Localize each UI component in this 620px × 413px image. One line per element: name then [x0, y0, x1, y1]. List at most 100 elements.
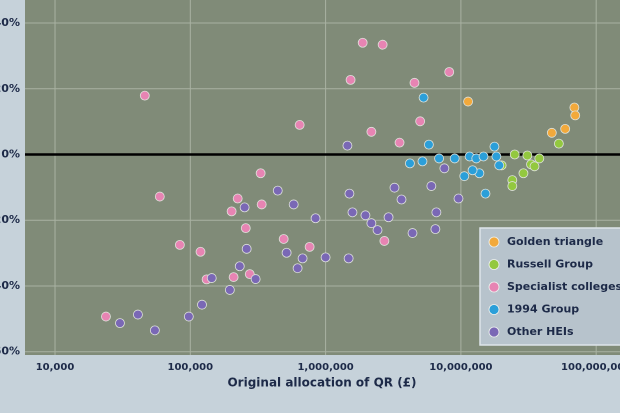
point	[407, 228, 418, 238]
point	[345, 74, 356, 85]
point	[224, 285, 235, 295]
point	[377, 39, 388, 50]
point	[394, 137, 405, 148]
point	[417, 156, 428, 167]
point	[139, 90, 150, 101]
point	[418, 92, 429, 103]
point	[320, 252, 331, 263]
legend-label: Specialist colleges	[507, 280, 620, 293]
point	[226, 206, 237, 217]
point	[529, 161, 540, 172]
y-tick-label: 40%	[0, 16, 20, 29]
point	[396, 194, 407, 205]
point	[560, 123, 571, 134]
point	[478, 151, 489, 162]
point	[366, 126, 377, 137]
point	[304, 241, 315, 252]
y-tick-label: -40%	[0, 279, 20, 292]
point	[149, 325, 160, 336]
point	[467, 165, 478, 176]
legend-marker	[488, 236, 500, 248]
x-axis-title: Original allocation of QR (£)	[227, 376, 416, 390]
point	[383, 212, 394, 223]
x-tick-label: 10,000	[36, 362, 75, 373]
point	[232, 193, 243, 204]
legend-label: 1994 Group	[507, 303, 579, 316]
point	[379, 236, 390, 246]
legend-marker	[488, 259, 500, 270]
point	[423, 139, 434, 150]
legend-marker	[488, 326, 500, 338]
y-tick-label: 20%	[0, 82, 20, 95]
point	[343, 253, 354, 264]
point	[415, 116, 426, 127]
point	[133, 309, 143, 320]
point	[518, 168, 529, 179]
point	[372, 225, 383, 235]
legend: Golden triangle Russell Group Specialist c…	[479, 227, 620, 346]
point	[360, 210, 371, 221]
point	[459, 171, 470, 182]
legend-marker	[488, 281, 500, 293]
legend-marker	[488, 304, 500, 315]
point	[256, 199, 267, 210]
point	[174, 239, 185, 250]
point	[570, 110, 581, 121]
legend-label: Other HEIs	[507, 325, 574, 338]
point	[206, 273, 217, 283]
point	[288, 199, 299, 210]
point	[444, 67, 455, 77]
point	[430, 224, 441, 235]
point	[480, 188, 491, 199]
point	[509, 149, 520, 160]
point	[281, 247, 292, 258]
point	[101, 311, 111, 322]
point	[357, 37, 368, 48]
point	[195, 246, 206, 257]
point	[366, 218, 377, 229]
point	[389, 182, 400, 193]
legend-label: Golden triangle	[507, 235, 603, 248]
point	[494, 160, 505, 171]
point	[491, 151, 502, 162]
point	[234, 261, 245, 272]
point	[553, 138, 564, 149]
point	[347, 207, 358, 218]
point	[522, 150, 533, 161]
point	[463, 96, 473, 107]
point	[255, 168, 266, 179]
x-tick-label: 10,000,000	[429, 362, 492, 373]
point	[272, 185, 283, 196]
point	[426, 181, 437, 191]
point	[439, 163, 450, 174]
legend-label: Russell Group	[507, 258, 593, 271]
point	[342, 140, 353, 151]
point	[310, 213, 321, 224]
point	[534, 153, 545, 164]
point	[228, 272, 239, 282]
point	[489, 141, 500, 152]
y-tick-label: 0%	[1, 147, 20, 160]
point	[278, 234, 289, 244]
x-tick-label: 100,000	[168, 362, 214, 373]
point	[405, 158, 415, 169]
x-tick-label: 100,000,000	[561, 362, 620, 373]
point	[294, 120, 305, 130]
point	[250, 274, 261, 284]
y-tick-label: -60%	[0, 345, 20, 358]
x-tick-label: 1,000,000	[297, 362, 353, 373]
point	[241, 243, 252, 254]
point	[154, 191, 165, 202]
point	[183, 311, 194, 322]
y-tick-label: -20%	[0, 213, 20, 226]
point	[453, 193, 464, 204]
point	[507, 181, 518, 191]
point	[344, 188, 355, 199]
point	[409, 77, 420, 88]
point	[115, 318, 125, 329]
point	[297, 253, 308, 264]
point	[449, 153, 460, 164]
legend-box	[479, 227, 620, 346]
